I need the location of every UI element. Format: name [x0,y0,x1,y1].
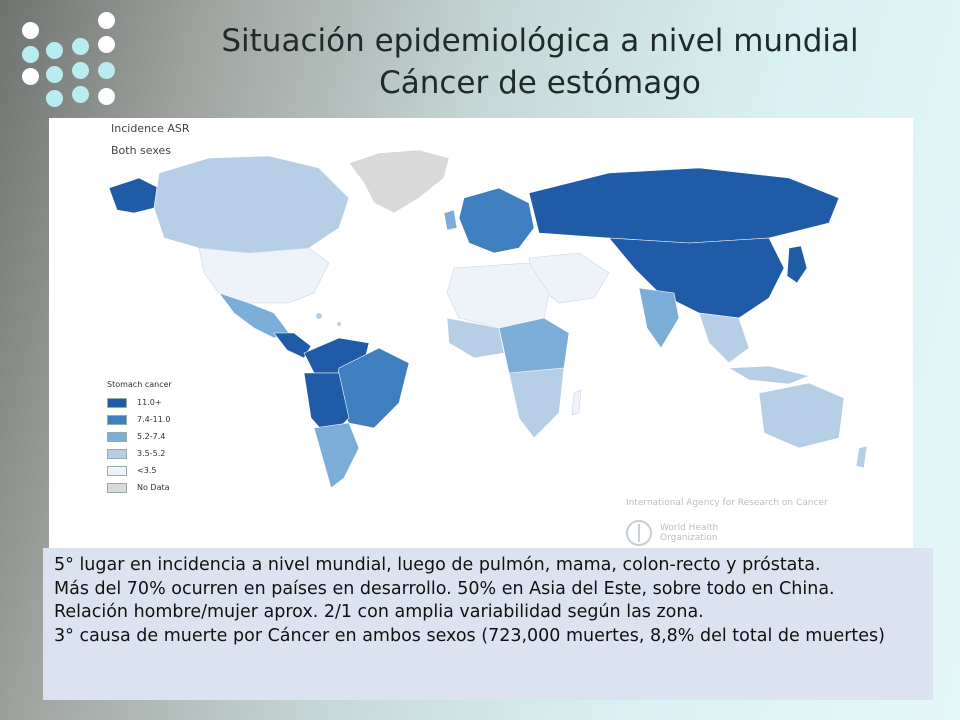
region-uk [443,209,458,231]
legend-label: 7.4-11.0 [137,415,171,424]
region-alaska [108,177,160,214]
summary-line-2: Más del 70% ocurren en países en desarro… [54,578,835,599]
who-name-line-1: World Health [660,523,719,533]
summary-text-box: 5° lugar en incidencia a nivel mundial, … [43,548,933,700]
legend-item: 7.4-11.0 [107,412,227,427]
who-name-line-2: Organization [660,533,718,543]
region-indonesia [727,365,810,385]
region-new-zealand [855,445,868,469]
legend-swatch [107,414,127,425]
summary-line-3: Relación hombre/mujer aprox. 2/1 con amp… [54,602,704,622]
region-africa-south [508,367,565,439]
region-southern-cone [313,422,360,489]
map-credits: International Agency for Research on Can… [626,498,906,546]
legend-title: Stomach cancer [107,380,172,389]
legend-item: 3.5-5.2 [107,446,227,461]
legend-item: <3.5 [107,463,227,478]
title-line-1: Situación epidemiológica a nivel mundial [221,23,859,59]
legend-swatch [107,397,127,408]
who-credit: World Health Organization [626,520,906,546]
who-name: World Health Organization [660,523,740,543]
region-china [608,237,785,319]
legend-label: <3.5 [137,466,157,475]
region-india [638,287,680,349]
region-africa-west [446,317,505,359]
legend-swatch [107,448,127,459]
map-legend: Stomach cancer 11.0+ 7.4-11.0 5.2-7.4 3.… [107,380,227,497]
world-map [108,149,868,489]
region-usa [198,247,330,304]
region-australia [758,382,845,449]
map-sex-label: Both sexes [111,144,172,157]
legend-item: 11.0+ [107,395,227,410]
legend-item: 5.2-7.4 [107,429,227,444]
region-japan [786,245,808,284]
decorative-dot-grid [18,12,118,108]
legend-swatch [107,465,127,476]
legend-label: 5.2-7.4 [137,432,166,441]
legend-swatch [107,431,127,442]
legend-swatch [107,482,127,493]
slide-title: Situación epidemiológica a nivel mundial… [150,20,930,104]
region-europe [458,187,535,254]
region-canada [153,155,350,254]
legend-label: 3.5-5.2 [137,449,166,458]
region-greenland [348,149,450,214]
who-logo-icon [626,520,652,546]
title-line-2: Cáncer de estómago [379,65,701,101]
legend-item: No Data [107,480,227,495]
summary-line-1: 5° lugar en incidencia a nivel mundial, … [54,555,821,575]
legend-label: No Data [137,483,170,492]
region-southeast-asia [698,312,750,364]
iarc-credit: International Agency for Research on Can… [626,498,828,508]
region-madagascar [571,389,582,416]
summary-line-4: 3° causa de muerte por Cáncer en ambos s… [54,625,885,646]
world-map-panel: Incidence ASR Both sexes Stomach cancer … [49,118,913,548]
map-measure-label: Incidence ASR [111,122,190,135]
region-russia [528,167,840,244]
legend-label: 11.0+ [137,398,162,407]
region-africa-north [446,262,550,329]
